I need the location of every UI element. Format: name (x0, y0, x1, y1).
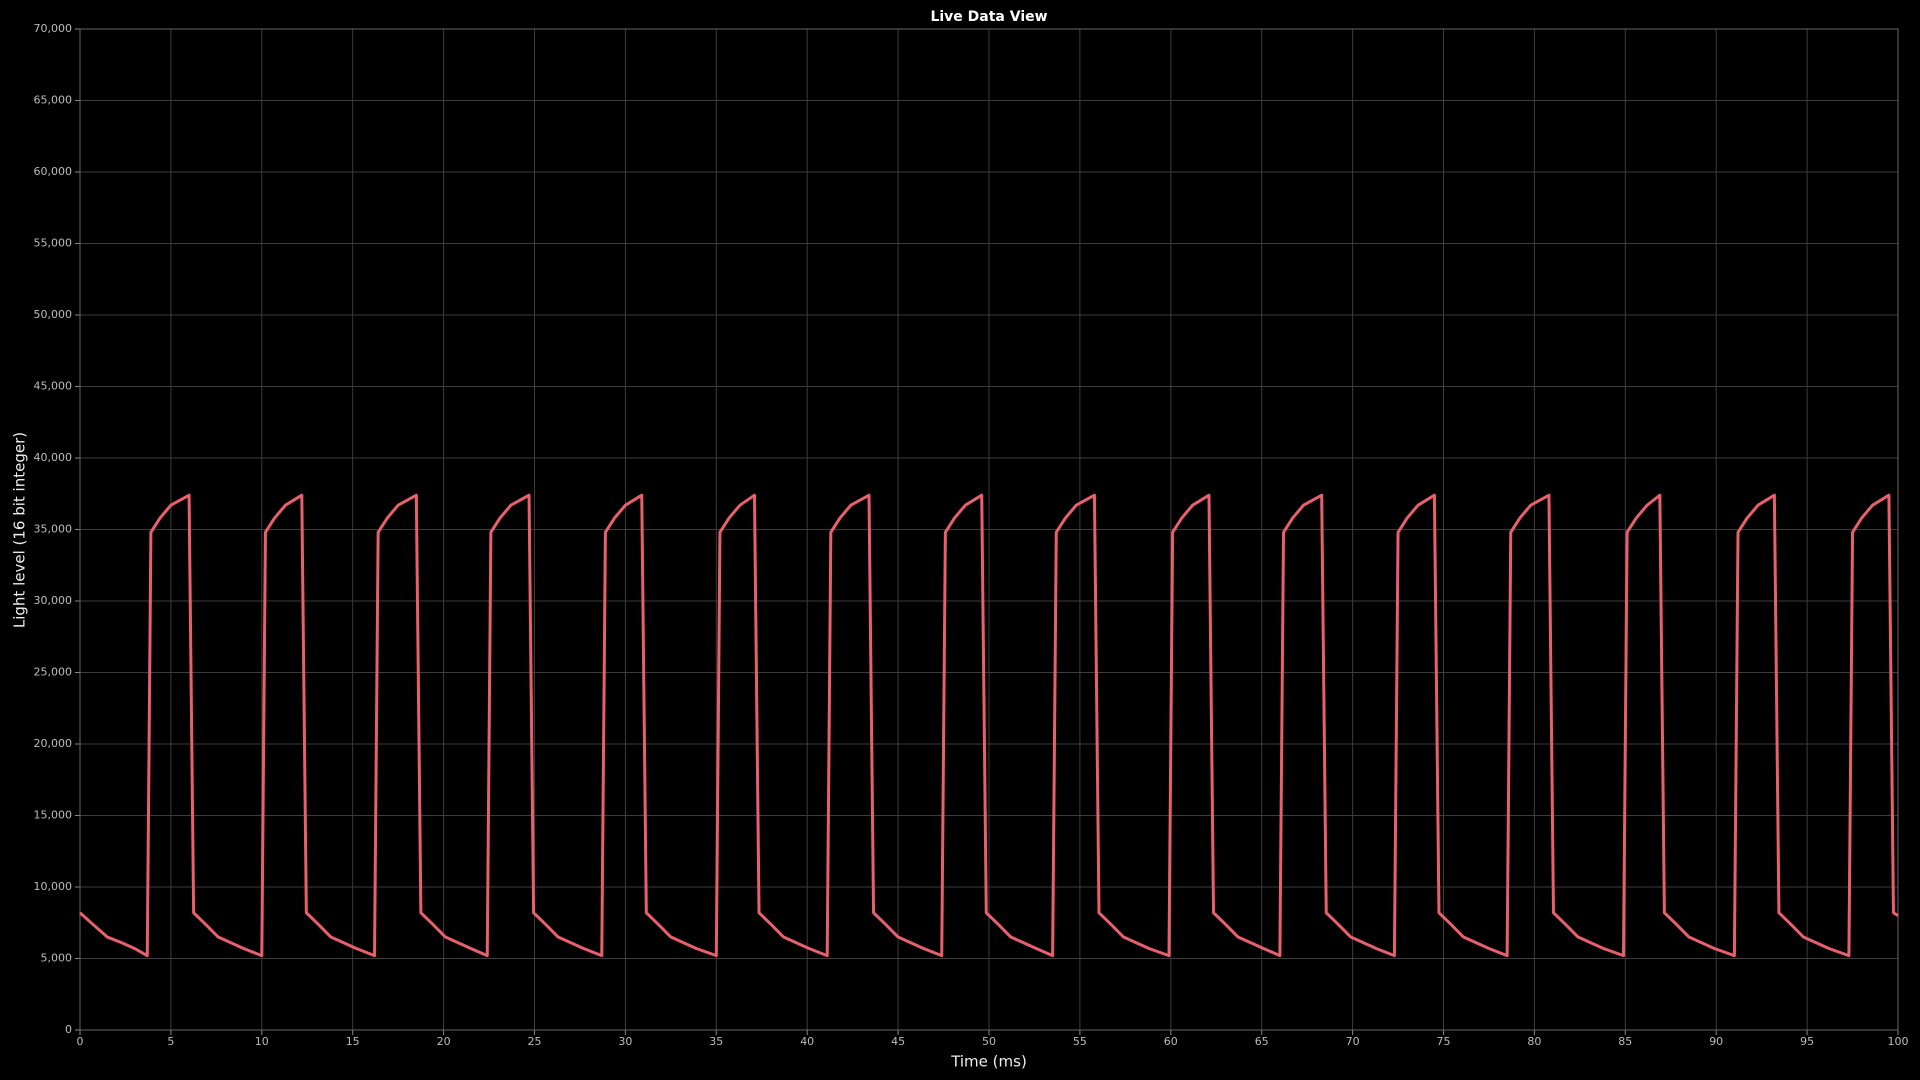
y-tick-label: 5,000 (41, 952, 73, 965)
y-tick-label: 20,000 (34, 737, 73, 750)
data-line (78, 493, 1899, 958)
x-tick-label: 75 (1437, 1035, 1451, 1048)
y-tick-label: 65,000 (34, 94, 73, 107)
x-tick-label: 35 (709, 1035, 723, 1048)
x-tick-label: 80 (1527, 1035, 1541, 1048)
y-tick-label: 45,000 (34, 380, 73, 393)
x-tick-label: 90 (1709, 1035, 1723, 1048)
x-tick-label: 60 (1164, 1035, 1178, 1048)
x-tick-label: 5 (167, 1035, 174, 1048)
y-tick-label: 60,000 (34, 165, 73, 178)
y-tick-label: 35,000 (34, 523, 73, 536)
chart-title: Live Data View (930, 9, 1047, 25)
x-tick-label: 20 (437, 1035, 451, 1048)
x-tick-label: 45 (891, 1035, 905, 1048)
x-tick-label: 25 (528, 1035, 542, 1048)
y-tick-label: 70,000 (34, 22, 73, 35)
x-tick-label: 70 (1346, 1035, 1360, 1048)
y-tick-label: 30,000 (34, 594, 73, 607)
x-tick-label: 55 (1073, 1035, 1087, 1048)
x-tick-label: 95 (1800, 1035, 1814, 1048)
y-tick-label: 55,000 (34, 237, 73, 250)
plot-frame (79, 28, 1899, 1031)
x-tick-label: 30 (618, 1035, 632, 1048)
x-tick-label: 100 (1888, 1035, 1909, 1048)
y-axis-label: Light level (16 bit integer) (11, 432, 29, 628)
x-tick-label: 15 (346, 1035, 360, 1048)
x-tick-label: 40 (800, 1035, 814, 1048)
y-tick-label: 50,000 (34, 308, 73, 321)
y-tick-label: 10,000 (34, 880, 73, 893)
x-tick-label: 85 (1618, 1035, 1632, 1048)
x-tick-label: 10 (255, 1035, 269, 1048)
y-tick-label: 25,000 (34, 666, 73, 679)
y-tick-label: 40,000 (34, 451, 73, 464)
x-tick-label: 65 (1255, 1035, 1269, 1048)
x-axis-label: Time (ms) (950, 1053, 1027, 1071)
x-tick-label: 50 (982, 1035, 996, 1048)
y-tick-label: 15,000 (34, 809, 73, 822)
y-tick-label: 0 (65, 1023, 72, 1036)
x-tick-label: 0 (77, 1035, 84, 1048)
